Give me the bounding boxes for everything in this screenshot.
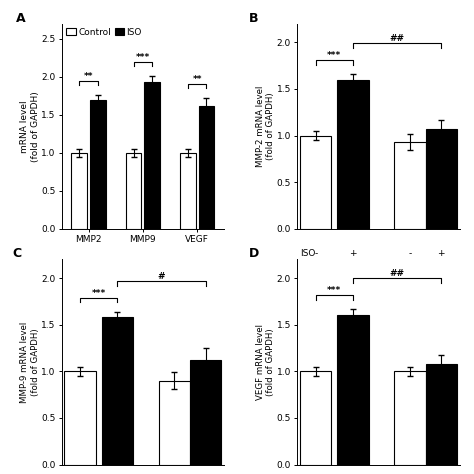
Text: C: C bbox=[13, 247, 22, 260]
Text: ##: ## bbox=[390, 269, 404, 278]
Bar bbox=[190, 360, 221, 465]
Y-axis label: mRNA level
(fold of GAPDH): mRNA level (fold of GAPDH) bbox=[20, 91, 40, 162]
Bar bbox=[394, 142, 426, 229]
Y-axis label: MMP-2 mRNA level
(fold of GAPDH): MMP-2 mRNA level (fold of GAPDH) bbox=[256, 85, 275, 167]
Text: D: D bbox=[248, 247, 259, 260]
Bar bbox=[64, 371, 96, 465]
Text: ***: *** bbox=[327, 51, 341, 60]
Bar bbox=[90, 100, 106, 229]
Text: +: + bbox=[349, 249, 356, 258]
Bar bbox=[180, 153, 196, 229]
Bar bbox=[101, 317, 133, 465]
Text: Control
siRNA: Control siRNA bbox=[318, 282, 351, 301]
Text: ***: *** bbox=[327, 286, 341, 295]
Legend: Control, ISO: Control, ISO bbox=[63, 24, 146, 40]
Y-axis label: MMP-9 mRNA level
(fold of GAPDH): MMP-9 mRNA level (fold of GAPDH) bbox=[20, 321, 40, 402]
Bar bbox=[72, 153, 87, 229]
Bar bbox=[159, 381, 190, 465]
Text: ##: ## bbox=[390, 34, 404, 43]
Text: B: B bbox=[248, 12, 258, 25]
Text: CREB
siRNA: CREB siRNA bbox=[412, 282, 439, 301]
Text: +: + bbox=[438, 249, 445, 258]
Bar bbox=[337, 80, 369, 229]
Bar bbox=[426, 364, 457, 465]
Text: **: ** bbox=[84, 72, 93, 81]
Bar bbox=[337, 315, 369, 465]
Text: ISO: ISO bbox=[300, 249, 316, 258]
Text: A: A bbox=[16, 12, 26, 25]
Text: **: ** bbox=[192, 75, 202, 84]
Bar bbox=[394, 371, 426, 465]
Bar bbox=[145, 82, 160, 229]
Bar bbox=[199, 106, 214, 229]
Bar bbox=[300, 136, 331, 229]
Y-axis label: VEGF mRNA level
(fold of GAPDH): VEGF mRNA level (fold of GAPDH) bbox=[256, 324, 275, 400]
Bar bbox=[426, 129, 457, 229]
Text: ***: *** bbox=[136, 53, 150, 62]
Text: ***: *** bbox=[91, 289, 106, 298]
Bar bbox=[126, 153, 141, 229]
Text: -: - bbox=[314, 249, 318, 258]
Text: -: - bbox=[408, 249, 411, 258]
Bar bbox=[300, 371, 331, 465]
Text: #: # bbox=[158, 272, 165, 281]
